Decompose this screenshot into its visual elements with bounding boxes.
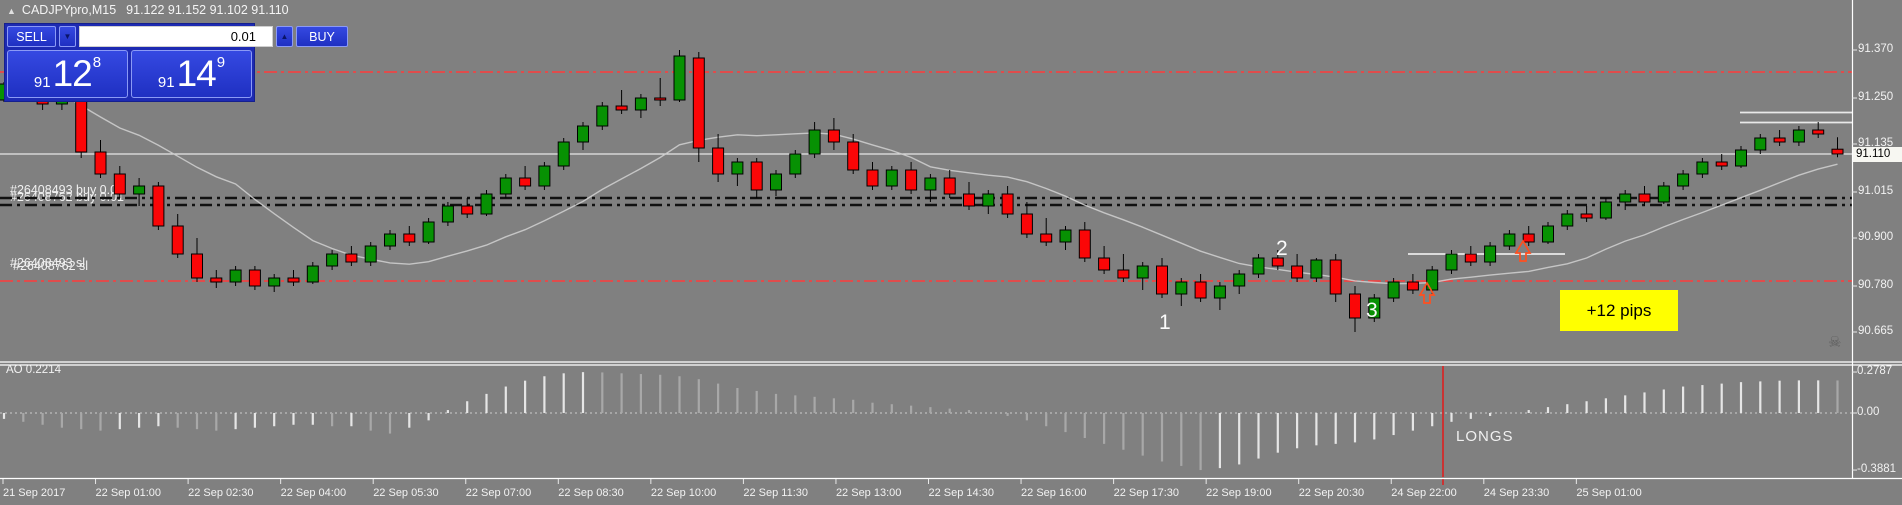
sell-price-button[interactable]: 91 12 8 bbox=[7, 50, 128, 98]
ohlc-values: 91.122 91.152 91.102 91.110 bbox=[126, 3, 289, 17]
time-axis-label: 22 Sep 14:30 bbox=[928, 487, 994, 499]
time-axis-label: 22 Sep 05:30 bbox=[373, 487, 439, 499]
sell-button[interactable]: SELL bbox=[7, 26, 56, 47]
price-axis-label: 90.665 bbox=[1858, 325, 1894, 337]
swing-point-1-label: 1 bbox=[1159, 311, 1171, 334]
time-axis-label: 22 Sep 02:30 bbox=[188, 487, 254, 499]
time-axis-label: 24 Sep 22:00 bbox=[1391, 487, 1457, 499]
buy-price-point: 9 bbox=[216, 54, 226, 71]
buy-price-pips: 14 bbox=[176, 53, 217, 94]
price-axis-label: 91.370 bbox=[1858, 43, 1894, 55]
price-axis-label: 91.250 bbox=[1858, 91, 1894, 103]
lot-dropdown-icon[interactable]: ▼ bbox=[59, 26, 76, 47]
price-axis-label: 90.780 bbox=[1858, 279, 1894, 291]
swing-point-2-label: 2 bbox=[1276, 237, 1288, 260]
current-price-badge: 91.110 bbox=[1853, 147, 1902, 162]
time-axis-label: 21 Sep 2017 bbox=[3, 487, 66, 499]
time-axis-label: 22 Sep 17:30 bbox=[1113, 487, 1180, 499]
ao-axis-label: -0.3881 bbox=[1857, 463, 1897, 476]
lot-size-input[interactable] bbox=[79, 26, 273, 47]
buy-arrow-icon bbox=[1514, 239, 1532, 262]
order-label-sl-1: #26408493 sl bbox=[10, 256, 86, 270]
symbol-period-label: CADJPYpro,M15 bbox=[21, 3, 117, 17]
chart-title: ▲ CADJPYpro,M15 91.122 91.152 91.102 91.11… bbox=[7, 3, 289, 17]
time-axis-label: 22 Sep 19:00 bbox=[1206, 487, 1272, 499]
price-axis-label: 91.135 bbox=[1858, 137, 1894, 149]
price-axis-label: 90.900 bbox=[1858, 231, 1894, 243]
time-axis-label: 22 Sep 08:30 bbox=[558, 487, 624, 499]
pips-result-badge: +12 pips bbox=[1560, 290, 1678, 331]
buy-arrow-icon bbox=[1418, 281, 1436, 304]
ao-indicator-label: AO 0.2214 bbox=[6, 364, 61, 376]
time-axis-label: 22 Sep 20:30 bbox=[1298, 487, 1365, 499]
order-label-sl-2: #26408762 sl bbox=[13, 259, 89, 273]
collapse-panel-icon[interactable]: ▲ bbox=[7, 6, 16, 16]
time-axis-label: 22 Sep 10:00 bbox=[650, 487, 717, 499]
time-axis-label: 22 Sep 16:00 bbox=[1021, 487, 1087, 499]
time-axis-label: 22 Sep 07:00 bbox=[465, 487, 532, 499]
sell-price-major: 91 bbox=[33, 74, 51, 91]
buy-button[interactable]: BUY bbox=[296, 26, 348, 47]
skull-icon: ☠ bbox=[1828, 334, 1842, 351]
swing-point-3-label: 3 bbox=[1366, 299, 1378, 322]
time-axis-label: 22 Sep 13:00 bbox=[835, 487, 902, 499]
price-axis-label: 91.015 bbox=[1858, 185, 1894, 197]
longs-label: LONGS bbox=[1456, 428, 1514, 445]
time-axis-label: 22 Sep 11:30 bbox=[743, 487, 809, 499]
time-axis-label: 22 Sep 04:00 bbox=[280, 487, 347, 499]
lot-spin-up-icon[interactable]: ▲ bbox=[276, 26, 293, 47]
sell-price-pips: 12 bbox=[52, 53, 93, 94]
sell-price-point: 8 bbox=[92, 54, 102, 71]
time-axis-label: 25 Sep 01:00 bbox=[1576, 487, 1642, 499]
order-label-buy-1: #26408493 buy 0.01 bbox=[10, 183, 124, 197]
time-axis-label: 24 Sep 23:30 bbox=[1483, 487, 1550, 499]
buy-price-major: 91 bbox=[157, 74, 175, 91]
ao-axis-label: 0.00 bbox=[1857, 406, 1880, 418]
buy-price-button[interactable]: 91 14 9 bbox=[131, 50, 252, 98]
ao-axis-label: 0.2787 bbox=[1857, 365, 1893, 378]
time-axis-label: 22 Sep 01:00 bbox=[95, 487, 161, 499]
